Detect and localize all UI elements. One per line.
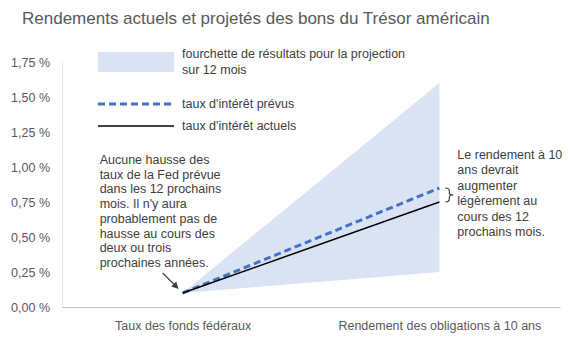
legend-entry: taux d'intérêt actuels	[98, 119, 296, 133]
y-tick-label: 0,25 %	[11, 266, 50, 280]
annotation-text: Aucune hausse des	[100, 153, 210, 167]
y-tick: 1,75 %	[11, 56, 62, 70]
annotation-text: prochains mois.	[457, 225, 545, 239]
y-tick: 0,75 %	[11, 196, 62, 210]
annotation-text: taux de la Fed prévue	[100, 168, 221, 182]
y-tick: 0,25 %	[11, 266, 62, 280]
y-tick: 1,50 %	[11, 91, 62, 105]
chart: Rendements actuels et projetés des bons …	[0, 0, 580, 349]
annotation-text: légèrement au	[457, 194, 537, 208]
annotation-text: Le rendement à 10	[457, 148, 562, 162]
y-tick-label: 0,50 %	[11, 231, 50, 245]
y-tick-label: 1,75 %	[11, 56, 50, 70]
annotations: Aucune hausse destaux de la Fed prévueda…	[100, 148, 563, 289]
title: Rendements actuels et projetés des bons …	[22, 9, 490, 28]
series-line	[183, 202, 440, 293]
y-tick: 0,50 %	[11, 231, 62, 245]
annotation-text: dans les 12 prochains	[100, 182, 222, 196]
legend-swatch	[98, 103, 174, 106]
legend-entry: taux d'intérêt prévus	[98, 97, 294, 111]
x-axis-line	[63, 307, 561, 308]
annotation-arrow	[163, 273, 176, 286]
legend-label-line: fourchette de résultats pour la projecti…	[182, 47, 409, 61]
x-tick-label: Taux des fonds fédéraux	[115, 319, 252, 333]
series-line	[183, 188, 440, 293]
annotation-text: deux ou trois	[100, 241, 172, 255]
legend-swatch	[98, 125, 174, 127]
y-tick: 1,25 %	[11, 126, 62, 140]
y-axis: 0,00 % 0,25 % 0,50 % 0,75 % 1,00 % 1,25 % 1,50…	[11, 56, 62, 315]
x-axis: Taux des fonds fédéraux Rendement des obl…	[63, 307, 561, 333]
annotation-arrowhead	[171, 282, 178, 289]
y-axis-line	[62, 63, 63, 308]
legend-label-line: sur 12 mois	[182, 63, 247, 77]
y-tick-label: 0,00 %	[11, 301, 50, 315]
y-tick-label: 0,75 %	[11, 196, 50, 210]
annotation-text: hausse au cours des	[100, 227, 215, 241]
annotation-text: prochaines années.	[100, 256, 209, 270]
x-tick: Rendement des obligations à 10 ans	[338, 307, 541, 333]
legend: fourchette de résultats pour la projecti…	[98, 47, 409, 133]
annotation-text: augmenter	[457, 179, 517, 193]
legend-label-line: taux d'intérêt actuels	[182, 119, 296, 133]
y-tick: 0,00 %	[11, 301, 62, 315]
legend-label-line: taux d'intérêt prévus	[182, 97, 294, 111]
annotation-brace	[445, 188, 453, 202]
x-tick-label: Rendement des obligations à 10 ans	[338, 319, 541, 333]
legend-entry: fourchette de résultats pour la projecti…	[98, 47, 409, 77]
legend-label: fourchette de résultats pour la projecti…	[182, 47, 409, 77]
annotation-text: cours des 12	[457, 210, 529, 224]
annotation-text: probablement pas de	[100, 212, 217, 226]
y-tick-label: 1,50 %	[11, 91, 50, 105]
annotation-text: mois. Il n'y aura	[100, 197, 187, 211]
x-tick: Taux des fonds fédéraux	[115, 307, 252, 333]
legend-swatch	[98, 52, 174, 72]
y-tick-label: 1,00 %	[11, 161, 50, 175]
annotation-text: ans devrait	[457, 163, 519, 177]
y-tick: 1,00 %	[11, 161, 62, 175]
legend-label: taux d'intérêt prévus	[182, 97, 294, 111]
legend-label: taux d'intérêt actuels	[182, 119, 296, 133]
y-tick-label: 1,25 %	[11, 126, 50, 140]
